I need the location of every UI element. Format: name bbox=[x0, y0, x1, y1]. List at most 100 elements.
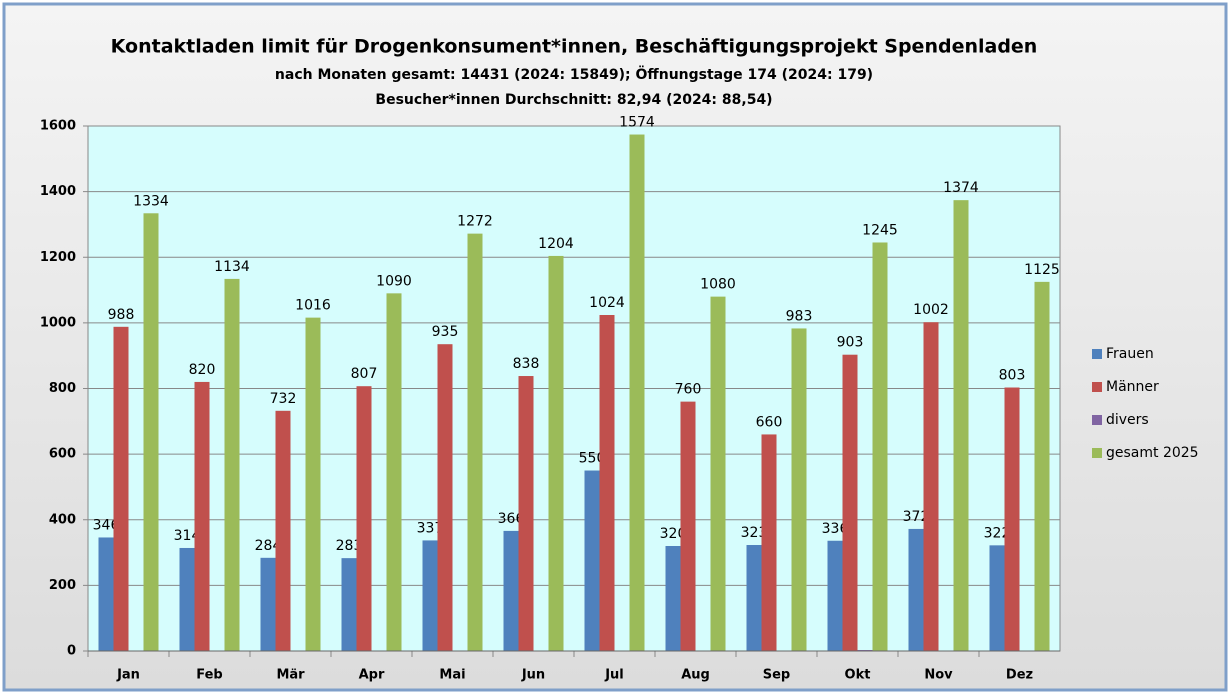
bar bbox=[680, 401, 696, 651]
chart-subtitle: nach Monaten gesamt: 14431 (2024: 15849)… bbox=[275, 65, 873, 83]
x-tick-label: Jun bbox=[521, 668, 545, 683]
value-label: 983 bbox=[786, 308, 813, 324]
y-tick-label: 400 bbox=[49, 512, 76, 527]
value-label: 1574 bbox=[619, 115, 655, 131]
y-tick-label: 1600 bbox=[40, 119, 76, 134]
value-label: 322 bbox=[984, 525, 1011, 541]
bar bbox=[923, 322, 939, 651]
value-label: 760 bbox=[675, 382, 702, 398]
value-label: 1245 bbox=[862, 222, 898, 238]
value-label: 1374 bbox=[943, 180, 979, 196]
bar bbox=[989, 545, 1005, 651]
value-label: 346 bbox=[93, 517, 120, 533]
value-label: 323 bbox=[741, 525, 768, 541]
value-label: 1272 bbox=[457, 214, 493, 230]
bar bbox=[746, 545, 762, 651]
bar bbox=[872, 242, 888, 651]
bar bbox=[1004, 387, 1020, 651]
bar bbox=[260, 557, 276, 651]
bar bbox=[386, 293, 402, 651]
y-tick-label: 1000 bbox=[40, 315, 76, 330]
bar bbox=[1034, 281, 1050, 651]
bar bbox=[224, 278, 240, 651]
value-label: 838 bbox=[513, 356, 540, 372]
x-tick-label: Nov bbox=[924, 668, 953, 683]
x-tick-label: Sep bbox=[763, 668, 791, 683]
y-tick-label: 0 bbox=[67, 644, 76, 659]
bar bbox=[305, 317, 321, 651]
value-label: 820 bbox=[189, 362, 216, 378]
bar bbox=[548, 255, 564, 651]
bar bbox=[665, 546, 681, 651]
x-tick-label: Feb bbox=[196, 668, 222, 683]
legend-label: divers bbox=[1106, 412, 1149, 428]
y-tick-label: 200 bbox=[49, 578, 76, 593]
bar bbox=[761, 434, 777, 651]
value-label: 336 bbox=[822, 521, 849, 537]
value-label: 1016 bbox=[295, 298, 331, 314]
x-tick-label: Apr bbox=[359, 668, 385, 683]
value-label: 314 bbox=[174, 528, 201, 544]
value-label: 988 bbox=[108, 307, 135, 323]
bar bbox=[842, 354, 858, 651]
value-label: 660 bbox=[756, 414, 783, 430]
x-tick-label: Mär bbox=[276, 668, 305, 683]
y-tick-label: 1400 bbox=[40, 184, 76, 199]
legend-label: Männer bbox=[1106, 379, 1159, 395]
y-tick-label: 600 bbox=[49, 447, 76, 462]
bar bbox=[710, 296, 726, 651]
bar bbox=[98, 537, 114, 651]
x-tick-label: Aug bbox=[681, 668, 710, 683]
value-label: 732 bbox=[270, 391, 297, 407]
value-label: 1080 bbox=[700, 277, 736, 293]
x-tick-label: Jan bbox=[116, 668, 140, 683]
y-tick-label: 800 bbox=[49, 381, 76, 396]
value-label: 337 bbox=[417, 520, 444, 536]
chart-subtitle: Besucher*innen Durchschnitt: 82,94 (2024… bbox=[375, 92, 772, 108]
legend-swatch bbox=[1092, 415, 1102, 425]
value-label: 935 bbox=[432, 324, 459, 340]
bar bbox=[179, 547, 195, 651]
value-label: 1024 bbox=[589, 295, 625, 311]
value-label: 1090 bbox=[376, 273, 412, 289]
bar bbox=[908, 528, 924, 651]
bar bbox=[953, 200, 969, 651]
value-label: 1002 bbox=[913, 302, 949, 318]
value-label: 803 bbox=[999, 368, 1026, 384]
bar bbox=[194, 381, 210, 651]
value-label: 550 bbox=[579, 451, 606, 467]
legend-label: gesamt 2025 bbox=[1106, 445, 1199, 461]
value-label: 283 bbox=[336, 538, 363, 554]
bar bbox=[518, 376, 534, 651]
value-label: 1334 bbox=[133, 193, 169, 209]
bar bbox=[356, 386, 372, 651]
bar bbox=[275, 410, 291, 651]
bar bbox=[341, 558, 357, 651]
legend-label: Frauen bbox=[1106, 346, 1154, 362]
bar bbox=[437, 344, 453, 651]
bar bbox=[422, 540, 438, 651]
bar bbox=[629, 134, 645, 651]
value-label: 1204 bbox=[538, 236, 574, 252]
legend-swatch bbox=[1092, 382, 1102, 392]
bar bbox=[467, 233, 483, 651]
value-label: 366 bbox=[498, 511, 525, 527]
y-tick-label: 1200 bbox=[40, 250, 76, 265]
bar bbox=[113, 326, 129, 651]
bar bbox=[503, 530, 519, 651]
bar bbox=[599, 315, 615, 651]
value-label: 320 bbox=[660, 526, 687, 542]
value-label: 284 bbox=[255, 538, 282, 554]
bar bbox=[791, 328, 807, 651]
x-tick-label: Jul bbox=[604, 668, 624, 683]
x-tick-label: Dez bbox=[1006, 668, 1033, 683]
legend-swatch bbox=[1092, 349, 1102, 359]
value-label: 372 bbox=[903, 509, 930, 525]
bar bbox=[827, 540, 843, 651]
x-tick-label: Mai bbox=[439, 668, 465, 683]
value-label: 903 bbox=[837, 335, 864, 351]
value-label: 807 bbox=[351, 366, 378, 382]
bar bbox=[143, 213, 159, 651]
value-label: 1134 bbox=[214, 259, 250, 275]
